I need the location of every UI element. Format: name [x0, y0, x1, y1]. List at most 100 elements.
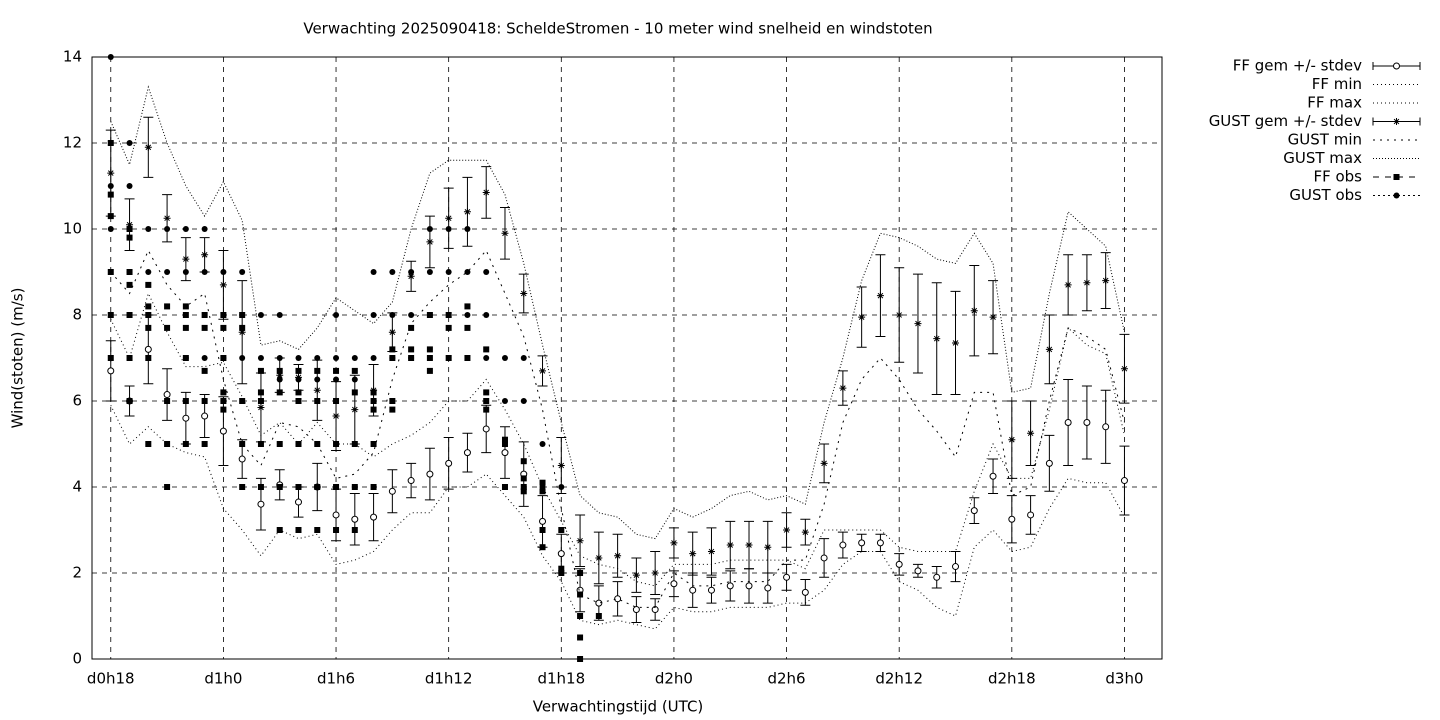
error-bar: [687, 572, 698, 608]
obs-point: [239, 484, 246, 490]
obs-point: [389, 312, 396, 318]
obs-point: [333, 441, 340, 447]
mean-point: [126, 221, 134, 229]
error-bar: [1100, 252, 1111, 310]
mean-point: [1045, 459, 1053, 467]
mean-point: [238, 455, 246, 463]
error-bar: [162, 194, 173, 243]
obs-point: [558, 565, 565, 572]
obs-point: [483, 406, 490, 413]
error-bar: [837, 531, 848, 559]
mean-point: [632, 571, 640, 579]
x-tick-label: d1h0: [204, 670, 242, 688]
y-tick-label: 6: [72, 392, 82, 410]
obs-point: [182, 441, 189, 447]
mean-point: [745, 541, 753, 549]
obs-point: [370, 441, 377, 447]
mean-point: [557, 462, 565, 469]
mean-point: [689, 586, 697, 594]
error-bar: [725, 570, 736, 602]
y-tick-label: 0: [72, 650, 82, 668]
mean-point: [1064, 281, 1072, 289]
obs-point: [333, 367, 340, 374]
error-bar: [1025, 495, 1036, 535]
obs-point: [295, 441, 302, 447]
obs-point: [220, 389, 227, 396]
obs-point: [145, 226, 152, 232]
obs-point: [126, 234, 133, 241]
obs-point: [182, 324, 189, 331]
error-bar: [800, 578, 811, 606]
obs-point: [164, 441, 171, 447]
mean-point: [933, 573, 941, 581]
error-bar: [575, 514, 586, 568]
obs-point: [314, 367, 321, 374]
error-bar: [481, 166, 492, 219]
obs-point: [389, 346, 396, 353]
error-bar: [537, 495, 548, 548]
error-bar: [255, 372, 266, 443]
obs-point: [257, 367, 264, 374]
mean-point: [595, 599, 603, 607]
obs-point: [276, 312, 283, 318]
mean-point: [783, 526, 791, 534]
range-line: [110, 405, 1125, 630]
obs-point: [126, 226, 133, 232]
mean-point: [313, 386, 321, 394]
obs-point: [295, 355, 302, 361]
mean-point: [1027, 429, 1035, 437]
mean-point: [107, 169, 115, 177]
obs-point: [408, 269, 415, 275]
obs-point: [126, 355, 133, 361]
obs-point: [314, 484, 321, 490]
mean-point: [520, 290, 528, 297]
error-bar: [875, 533, 886, 552]
error-bar: [969, 497, 980, 525]
error-bar: [199, 237, 210, 273]
legend-marker: [1393, 192, 1400, 199]
mean-point: [1120, 365, 1128, 373]
mean-point: [895, 311, 903, 319]
mean-point: [388, 487, 396, 495]
obs-point: [464, 324, 471, 331]
mean-point: [557, 550, 565, 558]
mean-point: [1008, 515, 1016, 523]
obs-point: [426, 226, 433, 232]
obs-point: [577, 570, 584, 576]
obs-point: [351, 355, 358, 361]
mean-point: [989, 313, 997, 321]
error-bar: [1063, 254, 1074, 316]
x-tick-label: d1h18: [537, 670, 585, 688]
obs-point: [201, 226, 208, 232]
mean-point: [182, 414, 190, 422]
x-axis-label: Verwachtingstijd (UTC): [533, 698, 704, 716]
mean-point: [144, 143, 152, 151]
error-bar: [387, 469, 398, 514]
obs-point: [370, 484, 377, 490]
x-tick-label: d3h0: [1105, 670, 1143, 688]
legend-label: GUST min: [1288, 131, 1362, 149]
mean-point: [201, 412, 209, 420]
obs-point: [333, 484, 340, 490]
error-bar: [274, 357, 285, 393]
error-bar: [349, 492, 360, 546]
mean-point: [1027, 511, 1035, 519]
mean-point: [895, 560, 903, 568]
obs-point: [126, 312, 133, 318]
obs-point: [577, 634, 584, 641]
obs-point: [182, 355, 189, 361]
mean-point: [726, 582, 734, 590]
error-bar: [950, 551, 961, 583]
error-bar: [349, 374, 360, 445]
error-bar: [424, 447, 435, 501]
obs-point: [314, 441, 321, 447]
x-tick-label: d2h18: [988, 670, 1036, 688]
mean-point: [257, 403, 265, 411]
obs-point: [520, 488, 527, 495]
obs-point: [333, 376, 340, 383]
obs-point: [483, 312, 490, 318]
mean-point: [257, 500, 265, 508]
obs-point: [520, 484, 527, 490]
mean-point: [370, 513, 378, 521]
obs-point: [107, 183, 114, 189]
